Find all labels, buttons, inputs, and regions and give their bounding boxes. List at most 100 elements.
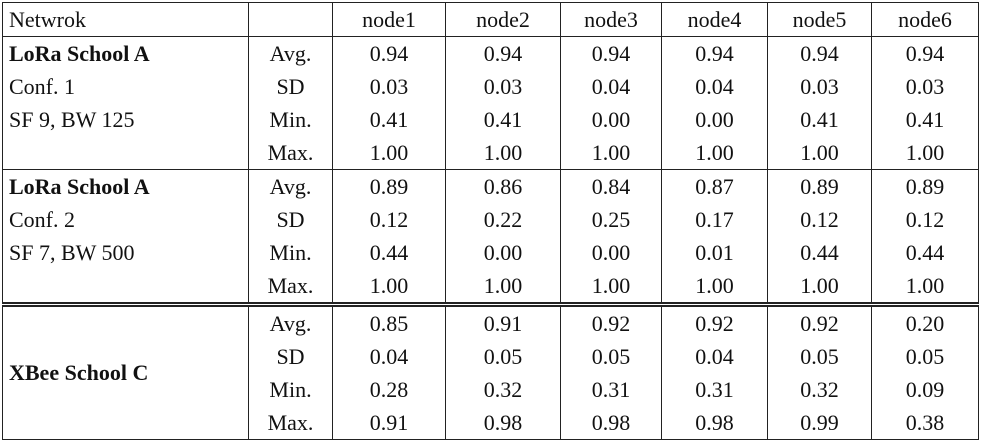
stat-label: Max. (248, 136, 333, 170)
value-cell: 0.03 (871, 70, 979, 103)
header-cell: node3 (560, 2, 662, 37)
value-cell: 0.92 (560, 304, 662, 340)
value-cell: 1.00 (767, 269, 872, 307)
stat-label: Max. (248, 269, 333, 307)
stat-label: SD (248, 340, 333, 373)
value-cell: 0.92 (661, 304, 768, 340)
group-label: XBee School C (2, 304, 249, 440)
value-cell: 0.12 (332, 203, 446, 236)
value-cell: 0.04 (560, 70, 662, 103)
value-cell: 0.28 (332, 373, 446, 406)
value-cell: 0.00 (661, 103, 768, 136)
value-cell: 0.44 (767, 236, 872, 269)
value-cell: 0.41 (871, 103, 979, 136)
header-row: Netwrok node1 node2 node3 node4 node5 node6 (2, 2, 979, 37)
value-cell: 0.94 (560, 36, 662, 70)
value-cell: 0.25 (560, 203, 662, 236)
data-row: SF 7, BW 500 Min. 0.44 0.00 0.00 0.01 0.44 0.44 (2, 236, 979, 269)
value-cell: 0.12 (767, 203, 872, 236)
value-cell: 0.32 (767, 373, 872, 406)
value-cell: 0.17 (661, 203, 768, 236)
data-row: LoRa School A Avg. 0.89 0.86 0.84 0.87 0.89 0.8… (2, 169, 979, 203)
data-row: SF 9, BW 125 Min. 0.41 0.41 0.00 0.00 0.41 0.41 (2, 103, 979, 136)
value-cell: 1.00 (661, 269, 768, 307)
stat-label: Min. (248, 103, 333, 136)
group-label (2, 269, 249, 307)
value-cell: 0.41 (445, 103, 561, 136)
stat-label: Avg. (248, 169, 333, 203)
value-cell: 1.00 (332, 269, 446, 307)
group-label: SF 9, BW 125 (2, 103, 249, 136)
value-cell: 0.31 (661, 373, 768, 406)
value-cell: 0.04 (661, 340, 768, 373)
value-cell: 0.04 (332, 340, 446, 373)
value-cell: 0.89 (767, 169, 872, 203)
group-label: LoRa School A (2, 36, 249, 70)
group-detail: Conf. 2 (9, 206, 75, 232)
value-cell: 0.05 (871, 340, 979, 373)
value-cell: 0.89 (871, 169, 979, 203)
header-cell: node5 (767, 2, 872, 37)
value-cell: 0.99 (767, 406, 872, 440)
value-cell: 0.91 (445, 304, 561, 340)
value-cell: 0.85 (332, 304, 446, 340)
value-cell: 0.03 (332, 70, 446, 103)
stat-label: Min. (248, 373, 333, 406)
group-title: LoRa School A (9, 40, 150, 66)
value-cell: 0.05 (767, 340, 872, 373)
value-cell: 0.84 (560, 169, 662, 203)
value-cell: 0.31 (560, 373, 662, 406)
value-cell: 0.41 (767, 103, 872, 136)
header-cell: node1 (332, 2, 446, 37)
value-cell: 0.98 (661, 406, 768, 440)
value-cell: 0.94 (661, 36, 768, 70)
value-cell: 0.92 (767, 304, 872, 340)
stat-label: Avg. (248, 304, 333, 340)
value-cell: 1.00 (871, 269, 979, 307)
value-cell: 0.44 (871, 236, 979, 269)
data-row: Conf. 2 SD 0.12 0.22 0.25 0.17 0.12 0.12 (2, 203, 979, 236)
data-row: SD 0.04 0.05 0.05 0.04 0.05 0.05 (3, 340, 979, 373)
header-cell (248, 2, 333, 37)
group-label: SF 7, BW 500 (2, 236, 249, 269)
value-cell: 0.89 (332, 169, 446, 203)
data-row: Min. 0.28 0.32 0.31 0.31 0.32 0.09 (3, 373, 979, 406)
value-cell: 0.03 (445, 70, 561, 103)
group-label: LoRa School A (2, 169, 249, 203)
results-table: Netwrok node1 node2 node3 node4 node5 node6 LoR… (2, 2, 979, 440)
value-cell: 0.94 (332, 36, 446, 70)
value-cell: 0.09 (871, 373, 979, 406)
group-detail: Conf. 1 (9, 73, 75, 99)
stat-label: Min. (248, 236, 333, 269)
value-cell: 0.22 (445, 203, 561, 236)
group-label (2, 136, 249, 170)
stat-label: SD (248, 203, 333, 236)
data-row: Max. 1.00 1.00 1.00 1.00 1.00 1.00 (2, 269, 979, 307)
header-cell: Netwrok (2, 2, 249, 37)
group-title: XBee School C (9, 360, 149, 385)
value-cell: 0.41 (332, 103, 446, 136)
data-row: Max. 1.00 1.00 1.00 1.00 1.00 1.00 (2, 136, 979, 170)
value-cell: 1.00 (445, 136, 561, 170)
group-detail: SF 9, BW 125 (9, 106, 135, 132)
value-cell: 1.00 (332, 136, 446, 170)
value-cell: 0.12 (871, 203, 979, 236)
data-row: Conf. 1 SD 0.03 0.03 0.04 0.04 0.03 0.03 (2, 70, 979, 103)
value-cell: 0.00 (445, 236, 561, 269)
stat-label: Max. (248, 406, 333, 440)
value-cell: 0.01 (661, 236, 768, 269)
value-cell: 0.94 (445, 36, 561, 70)
value-cell: 0.87 (661, 169, 768, 203)
value-cell: 0.00 (560, 103, 662, 136)
value-cell: 0.00 (560, 236, 662, 269)
value-cell: 0.32 (445, 373, 561, 406)
value-cell: 0.44 (332, 236, 446, 269)
group-title: LoRa School A (9, 173, 150, 199)
group-detail: SF 7, BW 500 (9, 239, 135, 265)
header-cell: node4 (661, 2, 768, 37)
value-cell: 0.05 (445, 340, 561, 373)
value-cell: 0.98 (445, 406, 561, 440)
value-cell: 1.00 (871, 136, 979, 170)
data-row: XBee School C Avg. 0.85 0.91 0.92 0.92 0.92 0.2… (2, 304, 979, 440)
stat-label: SD (248, 70, 333, 103)
